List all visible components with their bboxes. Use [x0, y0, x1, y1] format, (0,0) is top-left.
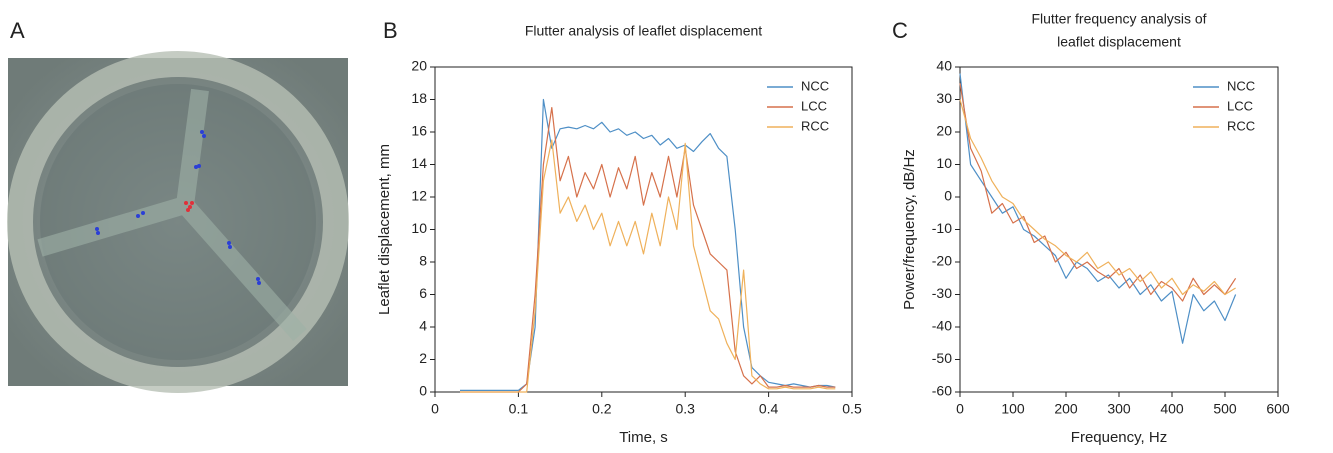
- y-tick-label: 12: [411, 188, 427, 204]
- y-tick-label: -60: [932, 383, 952, 399]
- y-axis-title: Leaflet displacement, mm: [376, 144, 393, 315]
- y-tick-label: 0: [944, 188, 952, 204]
- y-tick-label: 18: [411, 90, 427, 106]
- series-line: [460, 98, 836, 391]
- y-axis-title: Power/frequency, dB/Hz: [901, 149, 918, 310]
- plot-frame: [959, 66, 1279, 393]
- legend-label: LCC: [1227, 98, 1253, 113]
- x-tick-label: 300: [1107, 401, 1131, 417]
- chart-title: Flutter frequency analysis of: [1031, 11, 1206, 27]
- y-tick-label: 40: [936, 58, 952, 74]
- y-tick-label: 2: [419, 350, 427, 366]
- series-line: [959, 73, 1237, 344]
- panel-label: A: [10, 18, 25, 43]
- x-tick-label: 0.4: [759, 401, 779, 417]
- series-line: [959, 83, 1237, 302]
- x-tick-label: 0.3: [675, 401, 695, 417]
- series-line: [460, 107, 836, 393]
- legend-label: RCC: [801, 118, 829, 133]
- y-tick-label: 14: [411, 155, 427, 171]
- y-tick-label: -10: [932, 220, 952, 236]
- x-tick-label: 0.2: [592, 401, 612, 417]
- y-tick-label: 16: [411, 123, 427, 139]
- series-line: [959, 99, 1236, 296]
- y-tick-label: 8: [419, 253, 427, 269]
- y-tick-label: 10: [411, 220, 427, 236]
- x-tick-label: 400: [1160, 401, 1184, 417]
- y-tick-label: 4: [419, 318, 427, 334]
- series-line: [460, 139, 836, 393]
- x-tick-label: 100: [1001, 401, 1025, 417]
- x-tick-label: 0.1: [509, 401, 529, 417]
- y-tick-label: 20: [411, 58, 427, 74]
- legend-label: RCC: [1227, 118, 1255, 133]
- y-tick-label: 30: [936, 90, 952, 106]
- y-tick-label: -20: [932, 253, 952, 269]
- legend-label: NCC: [1227, 78, 1255, 93]
- valve-photo: [7, 51, 349, 393]
- legend-label: NCC: [801, 78, 829, 93]
- y-tick-label: 0: [419, 383, 427, 399]
- chart-title: leaflet displacement: [1057, 34, 1181, 50]
- y-tick-label: -40: [932, 318, 952, 334]
- x-tick-label: 500: [1213, 401, 1237, 417]
- x-tick-label: 0.5: [842, 401, 862, 417]
- plot-frame: [434, 66, 853, 393]
- panel-label: C: [892, 18, 908, 43]
- y-tick-label: -30: [932, 285, 952, 301]
- x-tick-label: 0: [431, 401, 439, 417]
- y-tick-label: 10: [936, 155, 952, 171]
- x-tick-label: 0: [956, 401, 964, 417]
- y-tick-label: 6: [419, 285, 427, 301]
- y-tick-label: -50: [932, 350, 952, 366]
- legend-label: LCC: [801, 98, 827, 113]
- x-axis-title: Time, s: [619, 429, 668, 446]
- panel-label: B: [383, 18, 398, 43]
- y-tick-label: 20: [936, 123, 952, 139]
- x-tick-label: 200: [1054, 401, 1078, 417]
- x-tick-label: 600: [1266, 401, 1290, 417]
- x-axis-title: Frequency, Hz: [1071, 429, 1167, 446]
- chart-title: Flutter analysis of leaflet displacement: [525, 23, 762, 39]
